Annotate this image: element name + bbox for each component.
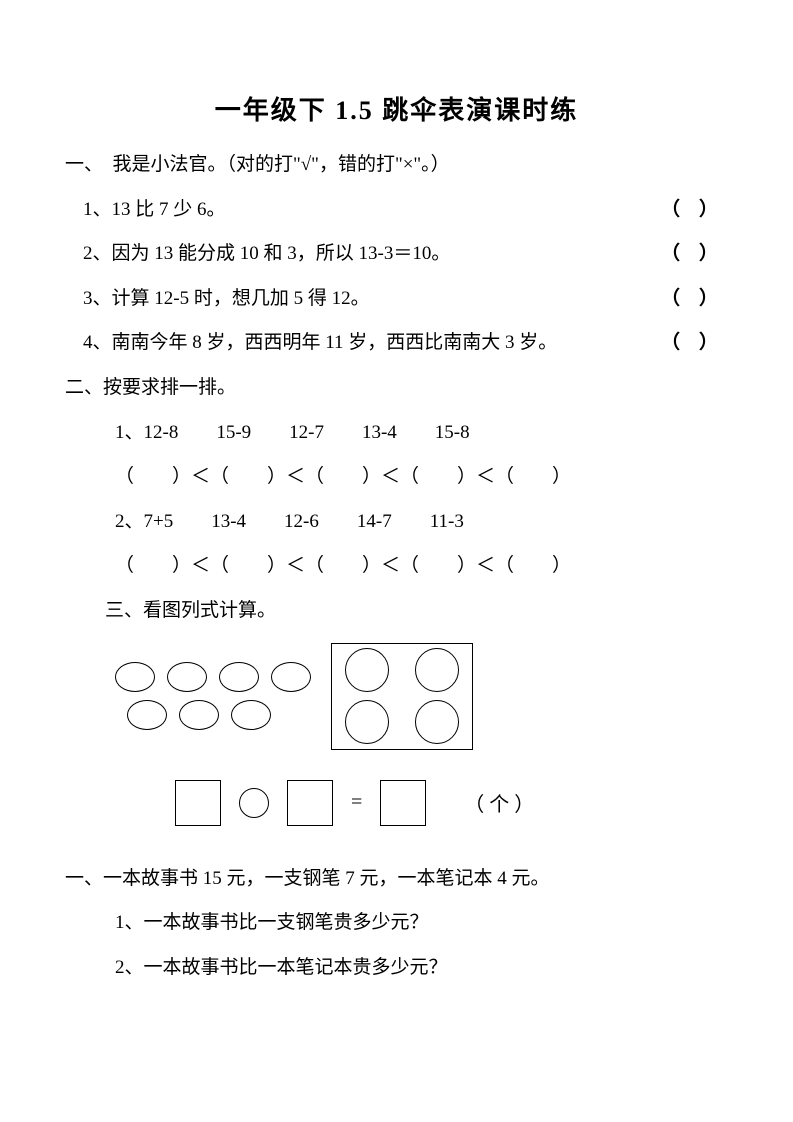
section4-heading: 一、一本故事书 15 元，一支钢笔 7 元，一本笔记本 4 元。 [65,866,728,893]
unit-label: （ 个 ） [464,788,534,817]
section3-heading: 三、看图列式计算。 [65,598,728,625]
answer-bracket[interactable]: （ ） [661,330,718,357]
s1-q3-text: 3、计算 12-5 时，想几加 5 得 12。 [83,288,370,309]
s1-q4-text: 4、南南今年 8 岁，西西明年 11 岁，西西比南南大 3 岁。 [83,332,557,353]
equals-sign: = [351,791,362,814]
oval-icon [271,662,311,692]
s1-q2: 2、因为 13 能分成 10 和 3，所以 13-3＝10。 （ ） [65,241,728,268]
circle-icon [415,648,459,692]
s2-blanks1[interactable]: （ ）＜（ ）＜（ ）＜（ ）＜（ ） [65,464,728,491]
s4-q2: 2、一本故事书比一本笔记本贵多少元？ [65,955,728,982]
left-ovals [115,662,311,730]
blank-box[interactable] [287,780,333,826]
section2-heading: 二、按要求排一排。 [65,375,728,402]
s1-q1: 1、13 比 7 少 6。 （ ） [65,197,728,224]
oval-icon [179,700,219,730]
blank-box[interactable] [380,780,426,826]
oval-icon [231,700,271,730]
oval-icon [127,700,167,730]
answer-bracket[interactable]: （ ） [661,197,718,224]
page-title: 一年级下 1.5 跳伞表演课时练 [65,90,728,127]
right-box [331,643,473,750]
s4-q1: 1、一本故事书比一支钢笔贵多少元？ [65,910,728,937]
equation-row: = （ 个 ） [175,780,728,826]
worksheet-page: 一年级下 1.5 跳伞表演课时练 一、 我是小法官。（对的打"√"，错的打"×"… [0,0,793,1039]
picture-diagram [115,643,728,750]
oval-icon [115,662,155,692]
s1-q2-text: 2、因为 13 能分成 10 和 3，所以 13-3＝10。 [83,243,450,264]
section1-heading: 一、 我是小法官。（对的打"√"，错的打"×"。） [65,152,728,179]
blank-box[interactable] [175,780,221,826]
circle-icon [415,700,459,744]
s1-q1-text: 1、13 比 7 少 6。 [83,199,226,220]
circle-icon [345,648,389,692]
s1-q4: 4、南南今年 8 岁，西西明年 11 岁，西西比南南大 3 岁。 （ ） [65,330,728,357]
s1-q3: 3、计算 12-5 时，想几加 5 得 12。 （ ） [65,286,728,313]
s2-row1: 1、12-8 15-9 12-7 13-4 15-8 [65,420,728,447]
answer-bracket[interactable]: （ ） [661,241,718,268]
oval-icon [167,662,207,692]
circle-icon [345,700,389,744]
oval-icon [219,662,259,692]
s2-row2: 2、7+5 13-4 12-6 14-7 11-3 [65,509,728,536]
s2-blanks2[interactable]: （ ）＜（ ）＜（ ）＜（ ）＜（ ） [65,553,728,580]
answer-bracket[interactable]: （ ） [661,286,718,313]
operator-blank[interactable] [239,788,269,818]
